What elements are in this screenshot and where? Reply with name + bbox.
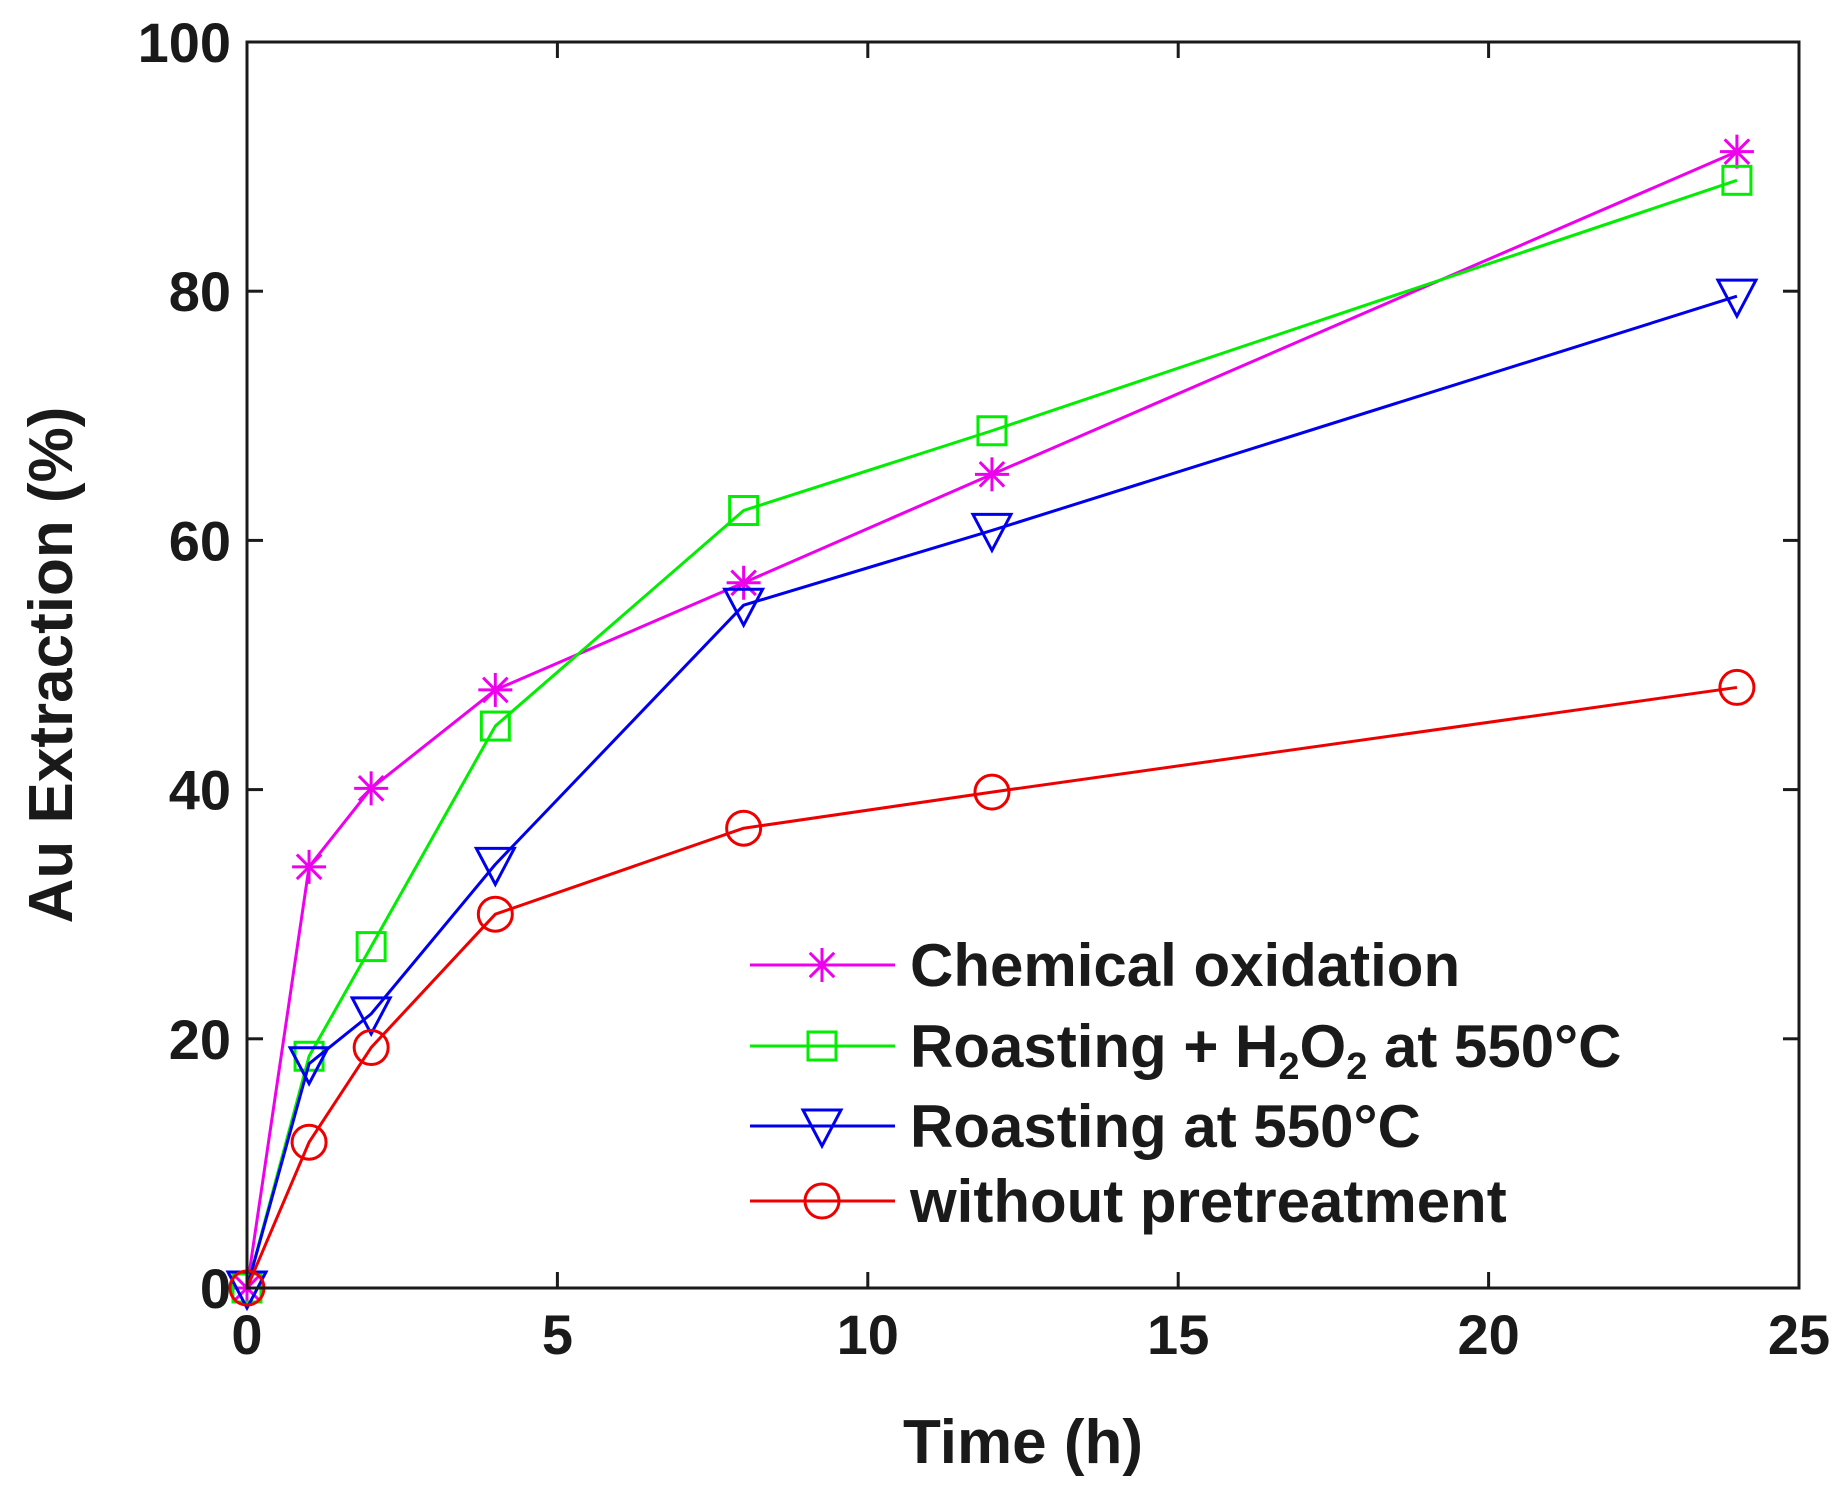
data-point bbox=[1715, 278, 1759, 320]
y-tick-label: 40 bbox=[169, 759, 231, 822]
ticks-layer: 0 5 10 15 20 25 0 20 40 60 80 100 bbox=[138, 11, 1831, 1366]
data-point bbox=[726, 565, 761, 600]
data-point bbox=[287, 1046, 331, 1087]
y-tick-label: 60 bbox=[169, 509, 231, 572]
legend-marker bbox=[800, 1108, 844, 1150]
x-tick-label: 5 bbox=[542, 1303, 573, 1366]
data-point bbox=[1718, 668, 1756, 706]
legend: Chemical oxidation Roasting + H2O2 at 550… bbox=[750, 932, 1621, 1235]
data-point bbox=[355, 931, 387, 963]
data-point bbox=[478, 672, 513, 707]
data-point bbox=[479, 710, 511, 742]
data-point bbox=[290, 1123, 328, 1161]
data-point bbox=[722, 587, 766, 629]
series-line bbox=[245, 685, 1738, 1289]
y-tick-label: 0 bbox=[200, 1257, 231, 1320]
plot-background bbox=[247, 42, 1799, 1288]
data-point bbox=[349, 996, 393, 1038]
series-line bbox=[245, 294, 1738, 1289]
legend-label: without pretreatment bbox=[909, 1168, 1507, 1235]
data-point bbox=[352, 1029, 390, 1067]
data-point bbox=[725, 809, 763, 847]
plot-frame bbox=[245, 40, 1801, 1290]
x-tick-label: 10 bbox=[837, 1303, 899, 1366]
data-point bbox=[973, 773, 1011, 811]
data-point bbox=[354, 771, 389, 806]
data-point bbox=[974, 457, 1009, 492]
legend-label: Chemical oxidation bbox=[910, 932, 1460, 999]
legend-label: Roasting at 550°C bbox=[910, 1093, 1421, 1160]
series-line bbox=[245, 178, 1738, 1289]
x-tick-label: 20 bbox=[1457, 1303, 1519, 1366]
y-tick-label: 100 bbox=[138, 11, 231, 74]
legend-marker bbox=[803, 1182, 841, 1220]
data-point bbox=[476, 895, 514, 933]
series-layer bbox=[225, 134, 1759, 1312]
data-point bbox=[970, 512, 1014, 554]
data-point bbox=[976, 415, 1008, 447]
legend-label: Roasting + H2O2 at 550°C bbox=[910, 1013, 1621, 1088]
series-2 bbox=[225, 278, 1759, 1312]
x-tick-label: 15 bbox=[1147, 1303, 1209, 1366]
data-point bbox=[473, 846, 517, 888]
legend-marker bbox=[806, 1030, 838, 1062]
data-point bbox=[292, 849, 327, 884]
data-point bbox=[1721, 164, 1753, 196]
x-tick-label: 0 bbox=[231, 1303, 262, 1366]
x-axis-label: Time (h) bbox=[903, 1408, 1143, 1477]
legend-entry: without pretreatment bbox=[750, 1168, 1507, 1235]
data-point bbox=[1719, 134, 1754, 169]
legend-entry: Roasting + H2O2 at 550°C bbox=[750, 1013, 1621, 1088]
y-axis-label: Au Extraction (%) bbox=[17, 407, 86, 924]
x-tick-label: 25 bbox=[1768, 1303, 1830, 1366]
data-point bbox=[728, 494, 760, 526]
y-tick-label: 80 bbox=[169, 260, 231, 323]
legend-entry: Roasting at 550°C bbox=[750, 1093, 1421, 1160]
y-tick-label: 20 bbox=[169, 1008, 231, 1071]
legend-entry: Chemical oxidation bbox=[750, 932, 1460, 999]
legend-marker bbox=[805, 948, 839, 982]
